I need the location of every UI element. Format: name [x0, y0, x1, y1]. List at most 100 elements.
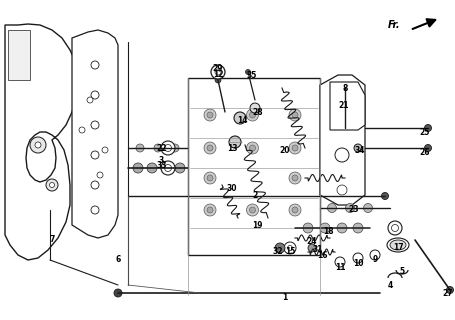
Text: 13: 13	[227, 143, 237, 153]
Circle shape	[289, 204, 301, 216]
Circle shape	[215, 77, 221, 83]
Circle shape	[175, 163, 185, 173]
Circle shape	[292, 207, 298, 213]
Text: 19: 19	[252, 220, 262, 229]
Circle shape	[345, 204, 354, 212]
Text: 11: 11	[335, 263, 345, 273]
Text: 4: 4	[387, 281, 393, 290]
Circle shape	[289, 109, 301, 121]
Circle shape	[308, 244, 316, 252]
Circle shape	[303, 223, 313, 233]
Circle shape	[249, 145, 256, 151]
Circle shape	[246, 69, 251, 75]
Text: 3: 3	[159, 156, 164, 164]
Text: 29: 29	[213, 63, 223, 73]
Circle shape	[249, 207, 256, 213]
Circle shape	[339, 117, 345, 123]
Circle shape	[204, 204, 216, 216]
Polygon shape	[72, 30, 118, 238]
Circle shape	[353, 223, 363, 233]
Circle shape	[342, 85, 348, 91]
Text: 25: 25	[420, 127, 430, 137]
Text: Fr.: Fr.	[387, 20, 400, 30]
Text: 17: 17	[393, 244, 403, 252]
Circle shape	[275, 243, 285, 253]
Circle shape	[391, 225, 399, 231]
Circle shape	[204, 109, 216, 121]
Circle shape	[328, 204, 337, 212]
Polygon shape	[188, 78, 320, 255]
Circle shape	[335, 148, 349, 162]
Circle shape	[247, 204, 258, 216]
Circle shape	[91, 61, 99, 69]
Circle shape	[320, 223, 330, 233]
Circle shape	[353, 253, 363, 263]
Text: 1: 1	[283, 292, 288, 301]
Text: 26: 26	[420, 148, 430, 156]
Circle shape	[102, 147, 108, 153]
Circle shape	[381, 193, 389, 199]
Text: 20: 20	[280, 146, 290, 155]
Circle shape	[30, 137, 46, 153]
Circle shape	[91, 151, 99, 159]
Text: 2: 2	[252, 191, 258, 201]
Circle shape	[35, 142, 41, 148]
Text: 27: 27	[443, 289, 453, 298]
Text: 21: 21	[339, 100, 349, 109]
Circle shape	[114, 289, 122, 297]
Circle shape	[91, 181, 99, 189]
Circle shape	[207, 175, 213, 181]
Circle shape	[229, 136, 241, 148]
Text: 31: 31	[313, 245, 323, 254]
Circle shape	[207, 207, 213, 213]
Text: 34: 34	[355, 146, 365, 155]
Text: 6: 6	[116, 255, 121, 265]
Circle shape	[136, 144, 144, 152]
Circle shape	[247, 142, 258, 154]
Circle shape	[211, 65, 225, 79]
Circle shape	[335, 257, 345, 267]
Circle shape	[165, 164, 172, 172]
Ellipse shape	[390, 240, 406, 250]
Text: 22: 22	[157, 143, 167, 153]
Circle shape	[207, 112, 213, 118]
Circle shape	[284, 242, 296, 254]
Circle shape	[250, 103, 260, 113]
Polygon shape	[330, 82, 365, 130]
Circle shape	[50, 182, 55, 188]
Circle shape	[215, 69, 221, 75]
Text: 9: 9	[372, 255, 378, 265]
Ellipse shape	[387, 238, 409, 252]
Text: 35: 35	[247, 70, 257, 79]
Circle shape	[154, 144, 162, 152]
Circle shape	[388, 221, 402, 235]
Circle shape	[79, 127, 85, 133]
Text: 5: 5	[399, 268, 404, 276]
Circle shape	[207, 145, 213, 151]
Text: 14: 14	[237, 116, 247, 124]
Text: 30: 30	[227, 183, 237, 193]
Circle shape	[171, 144, 179, 152]
Circle shape	[292, 175, 298, 181]
Circle shape	[364, 204, 373, 212]
Circle shape	[234, 112, 246, 124]
Polygon shape	[320, 75, 365, 205]
Circle shape	[354, 144, 362, 152]
Circle shape	[87, 97, 93, 103]
Text: 28: 28	[253, 108, 263, 116]
Circle shape	[288, 245, 293, 251]
Text: 23: 23	[349, 205, 359, 214]
Text: 7: 7	[49, 236, 55, 244]
Circle shape	[292, 145, 298, 151]
Text: 8: 8	[342, 84, 348, 92]
Circle shape	[147, 163, 157, 173]
Circle shape	[337, 185, 347, 195]
Circle shape	[204, 172, 216, 184]
Circle shape	[446, 286, 454, 293]
Circle shape	[161, 161, 175, 175]
Circle shape	[46, 179, 58, 191]
Circle shape	[161, 141, 175, 155]
Circle shape	[292, 112, 298, 118]
Circle shape	[91, 121, 99, 129]
Circle shape	[165, 145, 172, 151]
